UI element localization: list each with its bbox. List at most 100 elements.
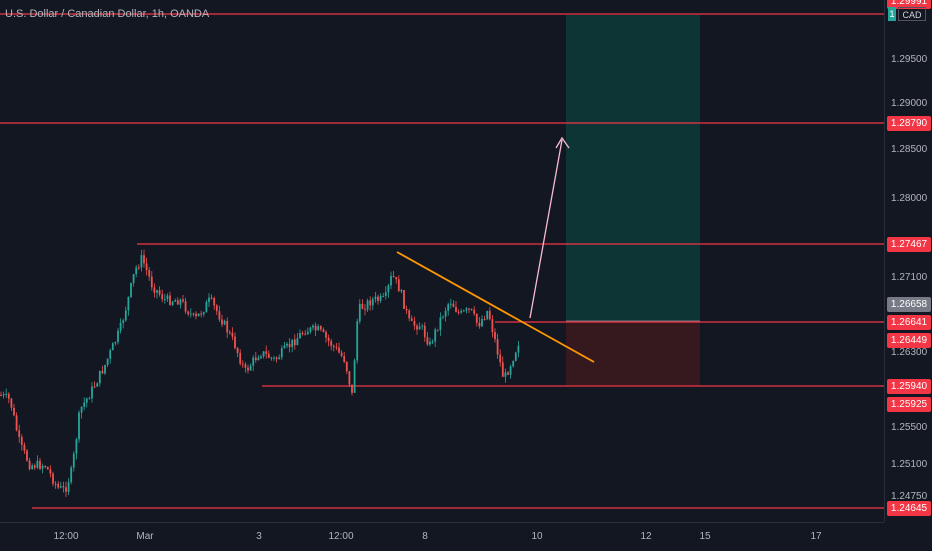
candle-body	[317, 326, 320, 331]
candle-body	[395, 276, 398, 280]
time-axis[interactable]: 12:00 Mar 3 12:00 8 10 12 15 17	[0, 522, 884, 551]
candle-body	[70, 467, 73, 483]
candle-body	[241, 363, 244, 365]
candle-body	[319, 326, 322, 330]
candle-body	[210, 297, 213, 299]
candle-body	[124, 310, 127, 321]
candle-body	[413, 320, 416, 326]
price-axis[interactable]: 1.29500 1.29000 1.28500 1.28000 1.27100 …	[884, 0, 932, 522]
currency-flag-icon: 1	[888, 7, 896, 21]
candle-body	[468, 308, 470, 310]
candle-body	[44, 466, 47, 468]
currency-selector[interactable]: 1 CAD	[888, 5, 928, 23]
candle-body	[473, 309, 476, 314]
time-label: 15	[699, 531, 711, 542]
candle-body	[403, 290, 405, 309]
candle-body	[57, 483, 60, 488]
time-label: Mar	[136, 531, 154, 542]
candle-body	[306, 331, 309, 335]
price-badge-last: 1.26449	[887, 333, 931, 348]
candle-body	[137, 267, 140, 269]
candle-body	[184, 301, 187, 312]
candle-body	[475, 313, 478, 323]
candle-body	[361, 303, 364, 309]
candle-body	[325, 331, 327, 338]
candle-body	[202, 312, 205, 315]
trendline[interactable]	[396, 251, 595, 363]
candle-body	[20, 436, 23, 445]
candle-body	[205, 302, 208, 313]
candle-body	[483, 319, 486, 321]
candle-body	[273, 357, 275, 359]
price-chart[interactable]	[0, 0, 884, 522]
candle-body	[442, 316, 444, 318]
candle-body	[2, 394, 5, 396]
candle-body	[197, 313, 200, 317]
chart-area[interactable]: U.S. Dollar / Canadian Dollar, 1h, OANDA	[0, 0, 884, 522]
candle-body	[213, 297, 216, 306]
time-label: 12:00	[328, 531, 354, 542]
candle-body	[358, 303, 361, 322]
symbol-title: U.S. Dollar / Canadian Dollar, 1h, OANDA	[5, 8, 210, 20]
candle-body	[7, 393, 10, 399]
time-label: 8	[422, 531, 428, 542]
price-tick: 1.28000	[891, 193, 928, 204]
time-label: 10	[531, 531, 543, 542]
candle-body	[106, 358, 109, 365]
candle-body	[234, 336, 236, 348]
candle-body	[416, 325, 418, 330]
candle-body	[291, 339, 294, 348]
candle-body	[228, 332, 231, 334]
candle-body	[166, 295, 169, 300]
price-tick: 1.27100	[891, 272, 928, 283]
candle-body	[249, 365, 252, 371]
price-badge-128790: 1.28790	[887, 116, 931, 131]
candle-body	[275, 357, 278, 360]
projection-arrowhead	[555, 136, 570, 149]
candle-body	[15, 415, 18, 431]
candle-body	[322, 329, 325, 332]
candle-body	[366, 300, 369, 310]
price-tick: 1.25100	[891, 459, 928, 470]
candle-body	[504, 372, 507, 377]
time-label: 12:00	[53, 531, 79, 542]
candle-body	[397, 279, 400, 292]
candle-body	[59, 486, 62, 488]
candle-body	[332, 345, 335, 347]
candle-body	[478, 322, 481, 327]
candle-body	[283, 345, 286, 349]
candle-body	[231, 332, 234, 337]
candle-body	[330, 340, 333, 346]
candle-body	[499, 354, 502, 363]
candle-body	[145, 263, 148, 271]
candle-body	[23, 444, 26, 451]
projection-arrow[interactable]	[529, 139, 563, 319]
candle-body	[335, 346, 338, 348]
candle-body	[150, 276, 153, 288]
stop-zone[interactable]	[566, 321, 700, 386]
candle-body	[244, 364, 247, 368]
candle-body	[408, 310, 411, 319]
candle-body	[41, 466, 44, 469]
candle-body	[85, 398, 88, 403]
candle-body	[169, 295, 171, 305]
candle-body	[457, 311, 460, 313]
target-zone[interactable]	[566, 15, 700, 321]
candle-body	[67, 482, 70, 492]
candle-body	[189, 313, 192, 315]
candle-body	[101, 370, 104, 374]
candle-body	[436, 329, 439, 331]
candle-body	[278, 357, 281, 360]
candle-body	[312, 325, 314, 328]
candle-body	[364, 308, 366, 310]
candle-body	[509, 366, 512, 375]
candle-body	[62, 486, 65, 488]
candle-body	[182, 299, 184, 302]
candle-body	[377, 296, 379, 301]
candle-body	[447, 304, 450, 311]
candle-body	[390, 275, 392, 286]
price-tick: 1.24750	[891, 491, 928, 502]
candle-body	[239, 352, 242, 364]
price-badge-125925: 1.25925	[887, 397, 931, 412]
candle-body	[405, 308, 408, 311]
